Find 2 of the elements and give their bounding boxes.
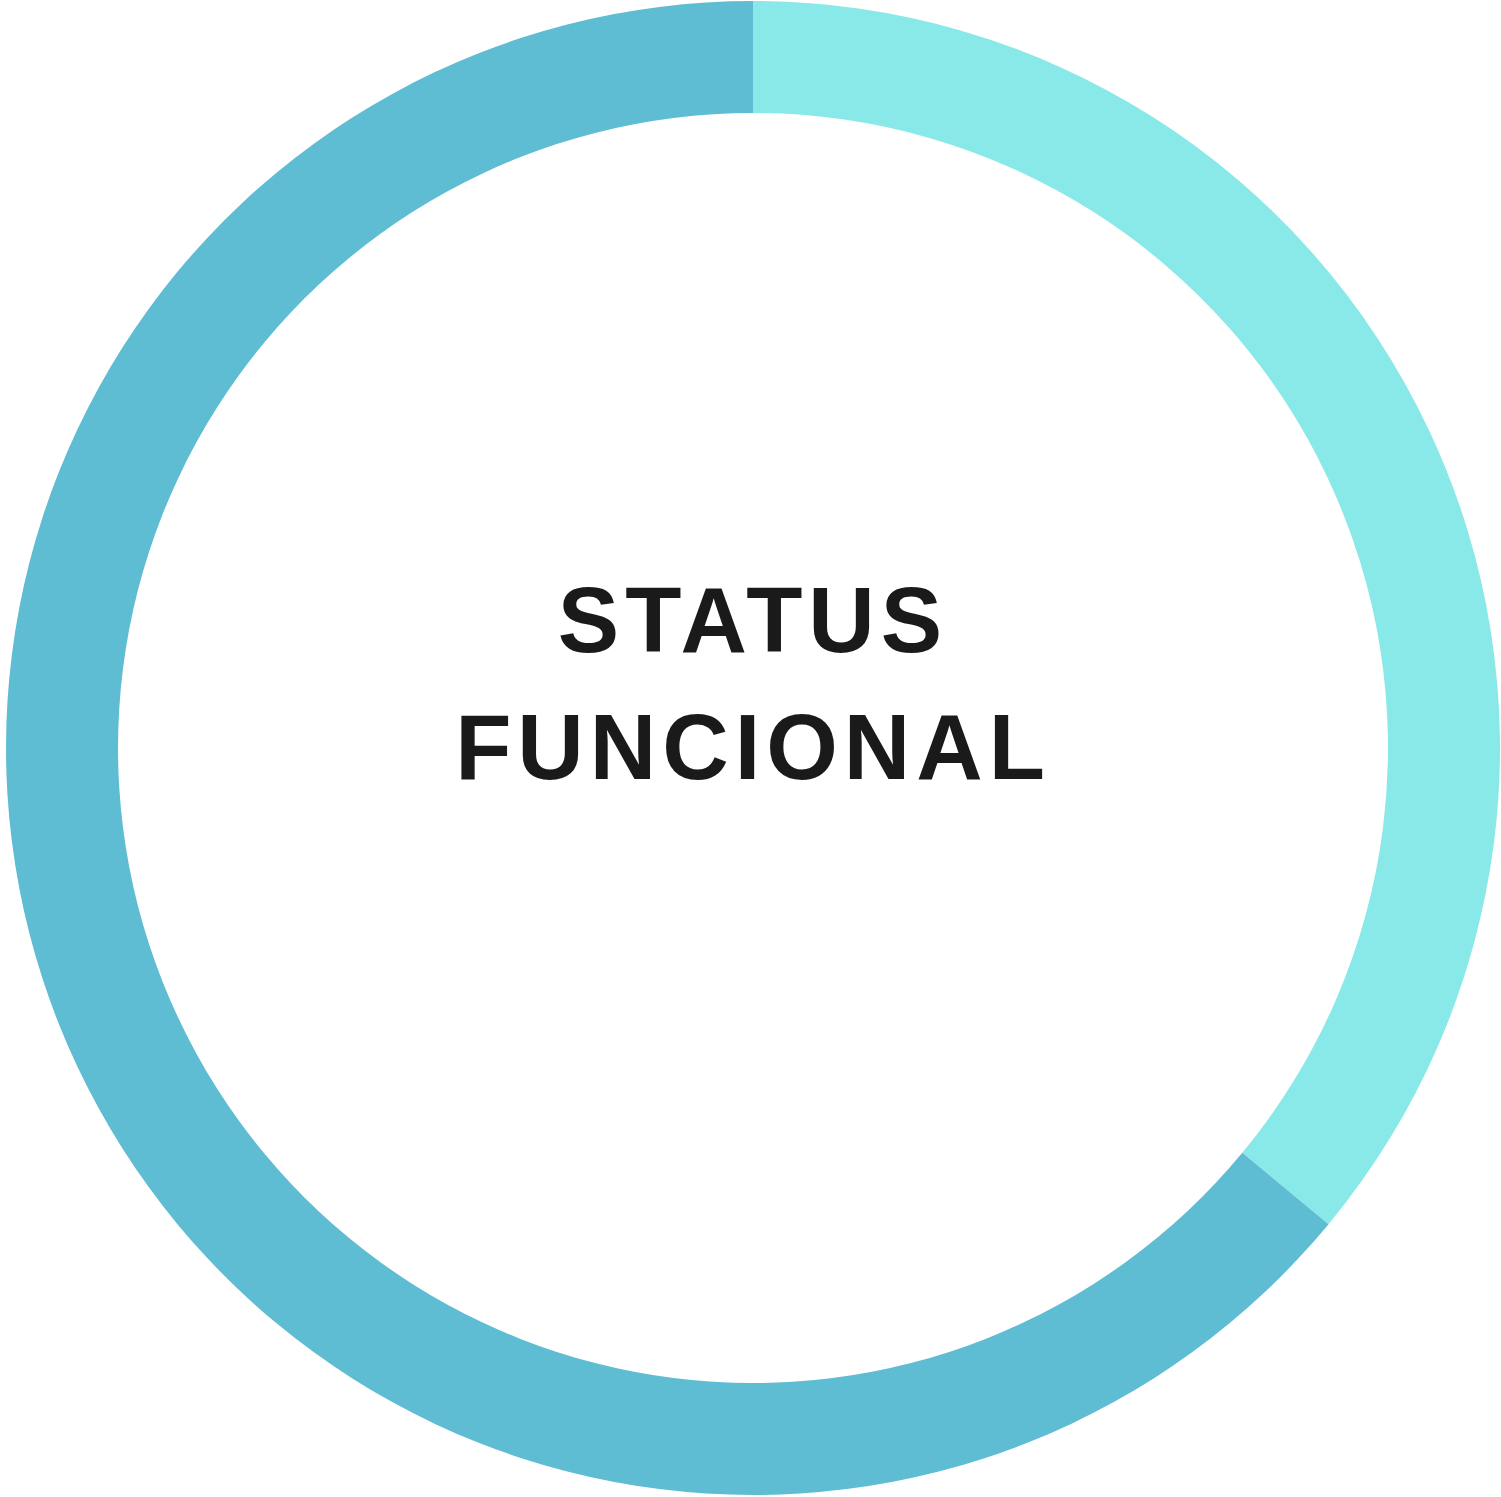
donut-slice: [6, 1, 1329, 1495]
text: STATUS FUNCIONAL: [455, 569, 1051, 798]
